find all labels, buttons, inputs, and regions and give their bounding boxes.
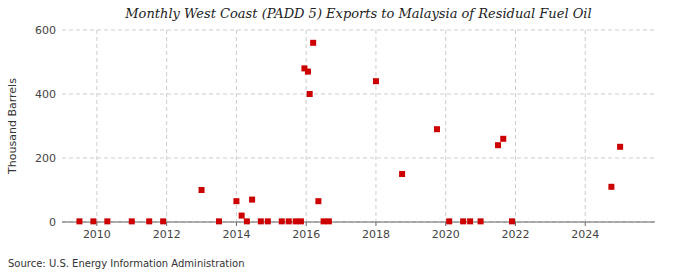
- point: [467, 218, 473, 224]
- point: [315, 198, 321, 204]
- x-tick-label: 2018: [362, 228, 390, 241]
- x-tick: [445, 222, 446, 226]
- point: [233, 198, 239, 204]
- x-tick: [166, 222, 167, 226]
- x-grid-line: [96, 30, 97, 222]
- point: [500, 136, 506, 142]
- chart: Monthly West Coast (PADD 5) Exports to M…: [0, 0, 675, 275]
- point: [399, 171, 405, 177]
- x-tick-label: 2020: [432, 228, 460, 241]
- y-tick-label: 200: [35, 152, 56, 165]
- x-grid-line: [375, 30, 376, 222]
- x-grid-line: [166, 30, 167, 222]
- x-grid-line: [236, 30, 237, 222]
- point: [146, 218, 152, 224]
- point: [90, 218, 96, 224]
- point: [446, 218, 452, 224]
- x-tick-label: 2010: [83, 228, 111, 241]
- point: [373, 78, 379, 84]
- point: [298, 218, 304, 224]
- source-note: Source: U.S. Energy Information Administ…: [8, 258, 245, 269]
- point: [129, 218, 135, 224]
- x-tick: [515, 222, 516, 226]
- point: [310, 40, 316, 46]
- y-grid-line: [62, 94, 655, 95]
- y-axis-label: Thousand Barrels: [6, 78, 19, 175]
- point: [326, 218, 332, 224]
- point: [216, 218, 222, 224]
- point: [160, 218, 166, 224]
- point: [509, 218, 515, 224]
- point: [258, 218, 264, 224]
- point: [199, 187, 205, 193]
- y-grid-line: [62, 158, 655, 159]
- y-grid-line: [62, 30, 655, 31]
- points: [76, 40, 623, 225]
- point: [478, 218, 484, 224]
- point: [286, 218, 292, 224]
- grid: [62, 30, 655, 222]
- point: [460, 218, 466, 224]
- x-grid-line: [585, 30, 586, 222]
- point: [244, 218, 250, 224]
- point: [608, 184, 614, 190]
- x-tick-label: 2024: [571, 228, 599, 241]
- x-tick: [585, 222, 586, 226]
- point: [279, 218, 285, 224]
- x-grid-line: [515, 30, 516, 222]
- point: [321, 218, 327, 224]
- point: [434, 126, 440, 132]
- point: [104, 218, 110, 224]
- x-tick: [306, 222, 307, 226]
- title: Monthly West Coast (PADD 5) Exports to M…: [124, 6, 591, 21]
- point: [239, 213, 245, 219]
- point: [305, 69, 311, 75]
- x-tick: [375, 222, 376, 226]
- x-tick: [236, 222, 237, 226]
- x-tick-label: 2012: [153, 228, 181, 241]
- x-grid-line: [306, 30, 307, 222]
- x-grid-line: [445, 30, 446, 222]
- point: [293, 218, 299, 224]
- x-tick-label: 2014: [222, 228, 250, 241]
- y-tick-label: 0: [49, 216, 56, 229]
- point: [617, 144, 623, 150]
- x-tick-label: 2016: [292, 228, 320, 241]
- x-tick-label: 2022: [501, 228, 529, 241]
- y-tick-label: 600: [35, 24, 56, 37]
- x-tick: [96, 222, 97, 226]
- point: [265, 218, 271, 224]
- point: [76, 218, 82, 224]
- point: [495, 142, 501, 148]
- point: [249, 197, 255, 203]
- y-tick-label: 400: [35, 88, 56, 101]
- point: [307, 91, 313, 97]
